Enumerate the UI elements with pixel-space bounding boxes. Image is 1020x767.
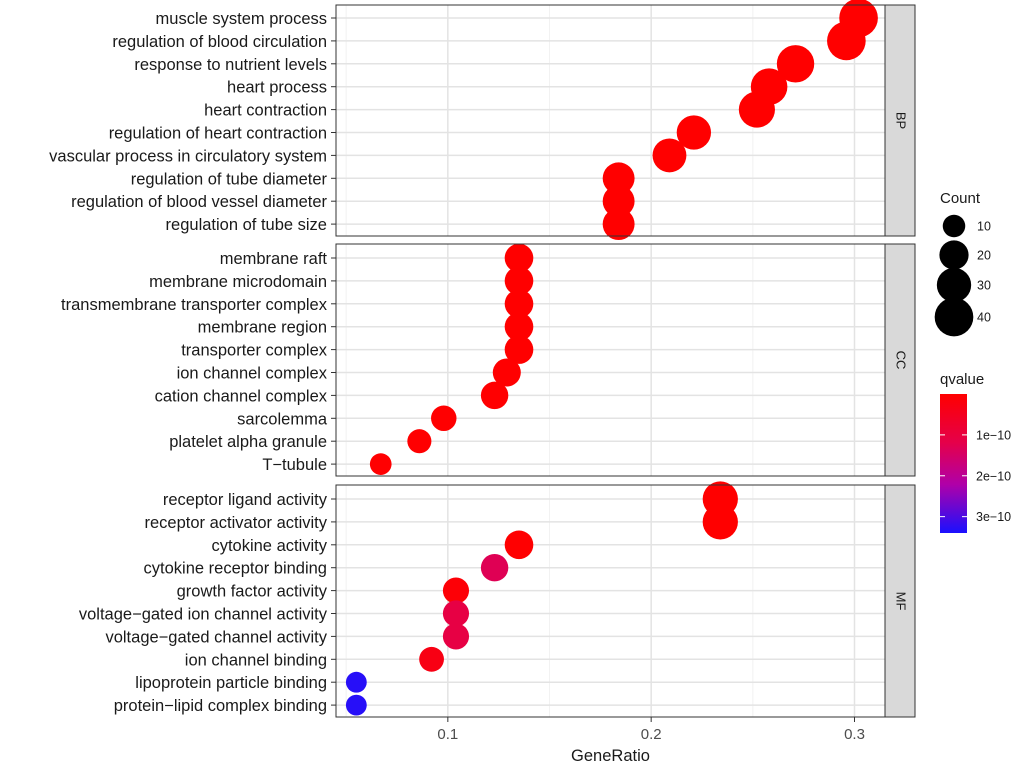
data-point bbox=[827, 21, 866, 61]
x-tick-label: 0.3 bbox=[844, 726, 865, 743]
data-point bbox=[776, 45, 815, 83]
term-label: transmembrane transporter complex bbox=[61, 296, 328, 314]
term-label: vascular process in circulatory system bbox=[49, 147, 327, 165]
count-legend-key bbox=[942, 214, 966, 238]
label-layer: muscle system process regulation of blood… bbox=[49, 10, 908, 765]
facet-strip-label: MF bbox=[894, 592, 909, 611]
term-label: regulation of heart contraction bbox=[109, 125, 327, 143]
term-label: receptor activator activity bbox=[145, 514, 328, 532]
count-legend-key bbox=[934, 297, 974, 337]
facet-strip bbox=[884, 484, 916, 718]
term-label: membrane region bbox=[198, 319, 327, 337]
x-tick-label: 0.2 bbox=[641, 726, 662, 743]
x-tick-label: 0.1 bbox=[437, 726, 458, 743]
data-point bbox=[676, 115, 712, 150]
data-point bbox=[652, 138, 687, 173]
term-label: protein−lipid complex binding bbox=[114, 697, 327, 715]
facet-strip bbox=[884, 243, 916, 477]
count-legend-label: 20 bbox=[977, 249, 991, 263]
facet-strip bbox=[884, 4, 916, 237]
facet-strip-label: CC bbox=[894, 351, 909, 370]
data-point bbox=[492, 358, 521, 387]
term-label: growth factor activity bbox=[177, 583, 328, 601]
facet-strip-label: BP bbox=[894, 112, 909, 129]
data-point bbox=[504, 266, 534, 296]
term-label: regulation of tube diameter bbox=[131, 170, 328, 188]
count-legend-label: 10 bbox=[977, 220, 991, 234]
data-point bbox=[738, 91, 775, 128]
term-label: heart process bbox=[227, 79, 327, 97]
term-label: sarcolemma bbox=[237, 410, 328, 428]
data-point bbox=[431, 405, 457, 432]
data-point bbox=[419, 646, 444, 672]
term-label: membrane raft bbox=[220, 250, 328, 268]
term-label: receptor ligand activity bbox=[163, 491, 328, 509]
term-label: cytokine receptor binding bbox=[144, 560, 327, 578]
term-label: lipoprotein particle binding bbox=[135, 674, 327, 692]
term-label: membrane microdomain bbox=[149, 273, 327, 291]
data-point bbox=[602, 162, 635, 195]
qvalue-colorbar bbox=[940, 394, 967, 533]
term-label: muscle system process bbox=[156, 10, 327, 28]
count-legend-label: 30 bbox=[977, 279, 991, 293]
term-label: regulation of blood vessel diameter bbox=[71, 193, 327, 211]
term-label: heart contraction bbox=[204, 102, 327, 120]
term-label: regulation of blood circulation bbox=[112, 33, 327, 51]
count-legend-title: Count bbox=[940, 190, 981, 207]
data-point bbox=[345, 671, 367, 693]
data-point bbox=[504, 530, 534, 560]
term-label: cytokine activity bbox=[211, 537, 327, 555]
term-label: transporter complex bbox=[181, 342, 328, 360]
data-point bbox=[480, 553, 509, 582]
count-legend-label: 40 bbox=[977, 311, 991, 325]
term-label: regulation of tube size bbox=[166, 216, 327, 234]
qvalue-legend-title: qvalue bbox=[940, 371, 984, 388]
x-axis-title: GeneRatio bbox=[571, 747, 650, 765]
data-point bbox=[345, 694, 367, 716]
term-label: voltage−gated ion channel activity bbox=[79, 606, 328, 624]
data-point bbox=[504, 243, 534, 273]
points-layer bbox=[345, 0, 878, 716]
data-point bbox=[369, 453, 392, 475]
qvalue-tick-label: 1e−10 bbox=[976, 428, 1011, 442]
data-point bbox=[602, 208, 635, 241]
qvalue-tick-label: 3e−10 bbox=[976, 510, 1011, 524]
term-label: ion channel complex bbox=[177, 365, 328, 383]
term-label: cation channel complex bbox=[155, 387, 328, 405]
data-point bbox=[442, 600, 470, 627]
term-label: voltage−gated channel activity bbox=[105, 628, 327, 646]
data-point bbox=[504, 312, 534, 342]
count-legend-key bbox=[936, 267, 972, 303]
data-point bbox=[602, 185, 635, 218]
term-label: T−tubule bbox=[262, 456, 327, 474]
grid-layer bbox=[336, 5, 885, 717]
data-point bbox=[480, 381, 509, 410]
term-label: ion channel binding bbox=[185, 651, 327, 669]
data-point bbox=[407, 429, 432, 454]
data-point bbox=[442, 577, 470, 604]
data-point bbox=[504, 335, 534, 364]
data-point bbox=[442, 623, 470, 650]
count-legend-key bbox=[939, 240, 969, 270]
term-label: response to nutrient levels bbox=[134, 56, 327, 74]
data-point bbox=[702, 504, 738, 540]
qvalue-tick-label: 2e−10 bbox=[976, 469, 1011, 483]
legend-layer: Count 10 20 30 40 qvalue 1e−10 2e−10 3e−10 bbox=[934, 190, 1011, 533]
frame-layer bbox=[331, 4, 916, 722]
panel-background bbox=[336, 485, 885, 717]
data-point bbox=[504, 289, 534, 319]
term-label: platelet alpha granule bbox=[169, 433, 327, 451]
